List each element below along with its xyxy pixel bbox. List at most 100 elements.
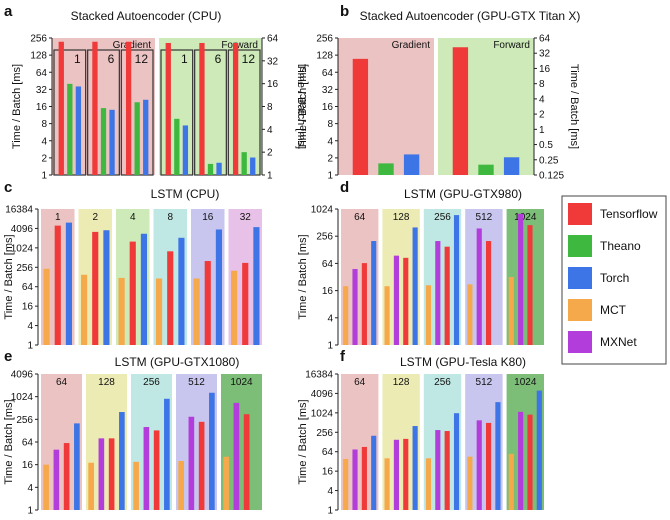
bar-tensorflow (153, 430, 160, 510)
bar-torch (75, 86, 82, 175)
group-label: 256 (434, 377, 451, 388)
bar-mct (118, 277, 125, 345)
bar-mxnet (188, 416, 195, 510)
bar-mct (193, 278, 200, 345)
bar-tensorflow (125, 41, 132, 175)
bar-tensorflow (232, 42, 239, 176)
bar-mct (467, 284, 473, 345)
y-tick-label: 4 (327, 313, 333, 324)
y-axis-label: Time / Batch [ms] (297, 234, 309, 319)
bar-tensorflow (527, 414, 533, 510)
bar-torch (119, 412, 125, 510)
bar-theano (378, 163, 394, 175)
group-label: 64 (56, 377, 68, 388)
group-label: 512 (476, 212, 493, 223)
bar-torch (103, 230, 110, 345)
group-label: 1024 (514, 377, 537, 388)
group-background (438, 38, 534, 175)
panel-letter: c (4, 179, 12, 196)
group-label: Forward (493, 40, 530, 51)
y-tick-label: 1024 (11, 243, 34, 254)
y-tick-label: 1 (27, 506, 33, 517)
subgroup-label: 12 (135, 52, 149, 66)
y-right-tick-label: 4 (539, 94, 545, 105)
bar-mct (178, 461, 184, 510)
y-right-tick-label: 8 (539, 79, 545, 90)
bar-tensorflow (204, 261, 211, 345)
bar-tensorflow (486, 422, 492, 510)
subgroup-label: 1 (181, 52, 188, 66)
y-tick-label: 16384 (5, 205, 33, 216)
group-label: 32 (240, 212, 252, 223)
bar-mct (231, 270, 238, 345)
bar-mct (88, 462, 94, 510)
bar-theano (67, 83, 73, 175)
bar-tensorflow (243, 414, 250, 510)
y-tick-label: 256 (30, 34, 47, 45)
y-tick-label: 64 (322, 68, 334, 79)
bar-torch (371, 241, 377, 345)
y-tick-label: 64 (322, 447, 334, 458)
y-tick-label: 16 (36, 102, 48, 113)
bar-torch (143, 99, 149, 175)
y-tick-label: 128 (316, 51, 333, 62)
bar-torch (371, 435, 377, 510)
y-tick-label: 256 (16, 415, 33, 426)
legend-label-theano: Theano (600, 239, 641, 253)
bar-tensorflow (527, 225, 533, 345)
group-label: 64 (354, 212, 366, 223)
legend-swatch-torch (568, 267, 592, 289)
y-tick-label: 256 (16, 263, 33, 274)
chart-title: Stacked Autoencoder (CPU) (71, 9, 222, 23)
panel-letter: e (4, 348, 12, 365)
group-label: 1024 (514, 212, 537, 223)
group-label: 128 (393, 377, 410, 388)
bar-mct (343, 459, 349, 510)
bar-torch (250, 157, 256, 175)
y-tick-label: 64 (36, 68, 48, 79)
bar-mxnet (352, 449, 358, 510)
bar-torch (412, 426, 418, 510)
y-right-tick-label: 1 (539, 125, 545, 136)
group-label: 64 (354, 377, 366, 388)
group-label: 2 (92, 212, 98, 223)
chart-panel-c: c LSTM (CPU) 1 2 4 8 16 32 1 4 16 64 256 1024 4096 1638… (3, 179, 262, 352)
subgroup-label: 6 (108, 52, 115, 66)
bar-torch (209, 392, 215, 510)
bar-torch (164, 398, 170, 510)
bar-torch (412, 227, 418, 345)
bar-theano (100, 108, 107, 175)
bar-tensorflow (444, 246, 450, 345)
y-axis-label: Time / Batch [ms] (11, 64, 23, 149)
y-right-tick-label: 16 (267, 79, 279, 90)
chart-title: LSTM (GPU-Tesla K80) (400, 355, 526, 369)
y-tick-label: 1 (327, 171, 333, 182)
bar-mct (156, 278, 163, 345)
bar-mxnet (435, 241, 441, 345)
y-tick-label: 16 (322, 102, 334, 113)
group-label: Gradient (113, 40, 152, 51)
y-tick-label: 2 (41, 153, 47, 164)
y-tick-label: 4 (27, 321, 33, 332)
group-label: 512 (188, 377, 205, 388)
group-label: 256 (143, 377, 160, 388)
y-right-tick-label: 64 (267, 34, 279, 45)
bar-tensorflow (129, 241, 136, 345)
y-right-tick-label: 8 (267, 102, 273, 113)
bar-mxnet (143, 427, 150, 510)
legend-label-mxnet: MXNet (600, 335, 637, 349)
chart-panel-f: f LSTM (GPU-Tesla K80) 64 128 256 512 1024 1 4 16… (297, 348, 544, 517)
group-background (338, 38, 434, 175)
y-tick-label: 256 (316, 428, 333, 439)
bar-tensorflow (444, 431, 450, 510)
y-right-tick-label: 0.125 (539, 171, 564, 182)
bar-torch (453, 413, 460, 510)
group-label: Gradient (392, 40, 431, 51)
y-tick-label: 256 (316, 34, 333, 45)
y-tick-label: 4096 (11, 224, 34, 235)
bar-mct (43, 464, 49, 510)
y-tick-label: 64 (22, 438, 34, 449)
y-tick-label: 16 (22, 302, 34, 313)
group-label: 256 (434, 212, 451, 223)
